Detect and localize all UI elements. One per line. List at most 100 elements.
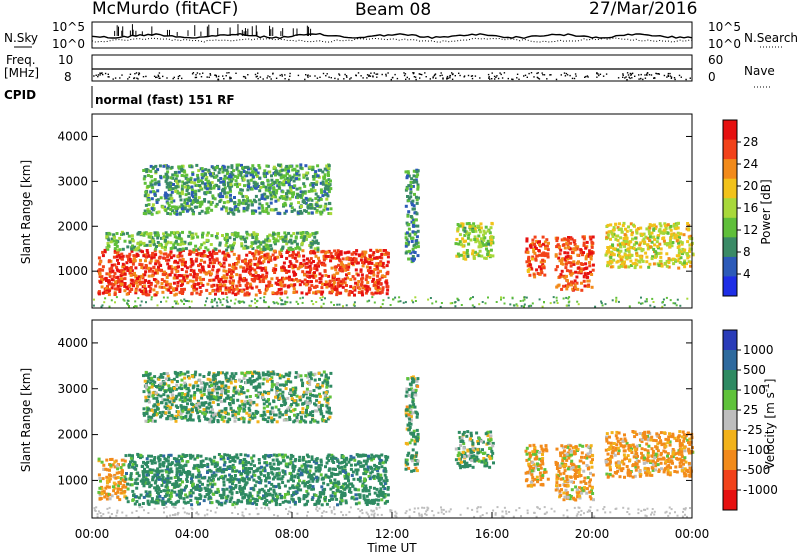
echo-cell bbox=[145, 204, 148, 207]
echo-cell bbox=[588, 264, 591, 267]
echo-cell bbox=[555, 245, 558, 248]
echo-cell bbox=[319, 169, 322, 172]
echo-cell bbox=[630, 233, 633, 236]
nave-dot bbox=[272, 73, 273, 74]
echo-cell bbox=[144, 194, 147, 197]
echo-cell bbox=[224, 277, 227, 280]
echo-cell bbox=[136, 277, 139, 280]
echo-cell bbox=[199, 246, 202, 249]
echo-cell bbox=[609, 223, 612, 226]
echo-cell bbox=[209, 261, 212, 264]
echo-cell bbox=[167, 456, 170, 459]
echo-cell bbox=[544, 247, 547, 250]
echo-cell bbox=[303, 273, 306, 276]
nave-dot bbox=[414, 76, 415, 77]
echo-cell bbox=[268, 234, 271, 237]
nave-dot bbox=[405, 79, 406, 80]
ground-scatter-cell bbox=[578, 303, 580, 305]
echo-cell bbox=[313, 271, 316, 274]
echo-cell bbox=[116, 496, 119, 499]
echo-cell bbox=[463, 255, 466, 258]
echo-cell bbox=[414, 218, 417, 221]
nave-dot bbox=[260, 76, 261, 77]
echo-cell bbox=[261, 210, 264, 213]
echo-cell bbox=[151, 180, 154, 183]
echo-cell bbox=[236, 176, 239, 179]
echo-cell bbox=[235, 179, 238, 182]
echo-cell bbox=[124, 240, 127, 243]
echo-cell bbox=[474, 230, 477, 233]
echo-cell bbox=[355, 249, 358, 252]
ground-scatter-cell bbox=[211, 299, 213, 301]
echo-cell bbox=[626, 237, 629, 240]
nave-dot bbox=[325, 75, 326, 76]
echo-cell bbox=[245, 202, 248, 205]
echo-cell bbox=[249, 234, 252, 237]
ground-scatter-cell bbox=[336, 304, 338, 306]
echo-cell bbox=[159, 264, 162, 267]
echo-cell bbox=[231, 291, 234, 294]
nave-dot bbox=[441, 72, 442, 73]
echo-cell bbox=[275, 192, 278, 195]
echo-cell bbox=[140, 494, 143, 497]
nave-dot bbox=[674, 77, 675, 78]
echo-cell bbox=[616, 248, 619, 251]
nave-dot bbox=[197, 72, 198, 73]
nave-dot bbox=[263, 78, 264, 79]
echo-cell bbox=[173, 282, 176, 285]
echo-cell bbox=[172, 183, 175, 186]
nave-dot bbox=[223, 78, 224, 79]
echo-cell bbox=[658, 264, 661, 267]
echo-cell bbox=[229, 183, 232, 186]
echo-cell bbox=[255, 250, 258, 253]
echo-cell bbox=[156, 201, 159, 204]
echo-cell bbox=[293, 184, 296, 187]
ground-scatter-cell bbox=[394, 297, 396, 299]
nave-dot bbox=[344, 74, 345, 75]
echo-cell bbox=[145, 290, 148, 293]
echo-cell bbox=[473, 257, 476, 260]
echo-cell bbox=[212, 166, 215, 169]
echo-cell bbox=[223, 262, 226, 265]
echo-cell bbox=[263, 496, 266, 499]
echo-cell bbox=[232, 213, 235, 216]
echo-cell bbox=[118, 481, 121, 484]
echo-cell bbox=[129, 477, 132, 480]
echo-cell bbox=[408, 228, 411, 231]
echo-cell bbox=[145, 170, 148, 173]
ground-scatter-cell bbox=[382, 299, 384, 301]
ground-scatter-cell bbox=[649, 305, 651, 307]
echo-cell bbox=[237, 499, 240, 502]
echo-cell bbox=[631, 238, 634, 241]
echo-cell bbox=[325, 179, 328, 182]
echo-cell bbox=[201, 265, 204, 268]
echo-cell bbox=[187, 235, 190, 238]
echo-cell bbox=[205, 207, 208, 210]
echo-cell bbox=[319, 205, 322, 208]
echo-cell bbox=[367, 269, 370, 272]
echo-cell bbox=[636, 254, 639, 257]
echo-cell bbox=[417, 254, 420, 257]
echo-cell bbox=[324, 205, 327, 208]
echo-cell bbox=[154, 248, 157, 251]
echo-cell bbox=[111, 278, 114, 281]
echo-cell bbox=[102, 254, 105, 257]
echo-cell bbox=[276, 292, 279, 295]
echo-cell bbox=[236, 288, 239, 291]
echo-cell bbox=[182, 210, 185, 213]
echo-cell bbox=[457, 227, 460, 230]
echo-cell bbox=[116, 464, 119, 467]
nave-dot bbox=[475, 75, 476, 76]
echo-cell bbox=[245, 195, 248, 198]
echo-cell bbox=[580, 262, 583, 265]
echo-cell bbox=[174, 171, 177, 174]
nave-dot bbox=[210, 74, 211, 75]
echo-cell bbox=[659, 256, 662, 259]
echo-cell bbox=[151, 186, 154, 189]
nsky-label: N.Sky bbox=[4, 31, 38, 45]
echo-cell bbox=[122, 463, 125, 466]
echo-cell bbox=[255, 286, 258, 289]
y-tick-label: 2000 bbox=[57, 219, 88, 233]
echo-cell bbox=[225, 209, 228, 212]
ground-scatter-cell bbox=[568, 301, 570, 303]
